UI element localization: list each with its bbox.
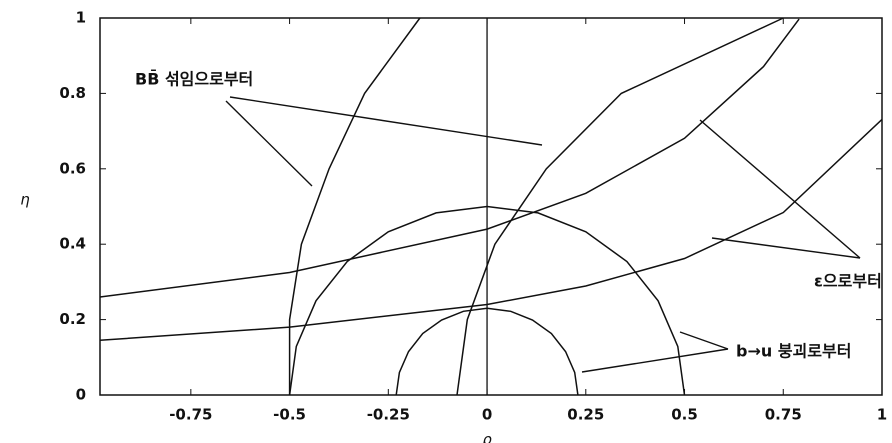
curve bbox=[456, 17, 784, 396]
y-axis-label: η bbox=[20, 191, 30, 209]
x-tick-label: 1 bbox=[877, 406, 887, 424]
y-tick-label: 0.4 bbox=[59, 235, 86, 253]
x-tick-label: -0.25 bbox=[367, 406, 410, 424]
annotation: b→u 붕괴로부터 bbox=[736, 342, 851, 361]
y-tick-label: 0.6 bbox=[59, 159, 86, 177]
pointer bbox=[699, 119, 861, 259]
pointer bbox=[679, 331, 729, 350]
curve bbox=[288, 17, 421, 395]
y-tick-label: 1 bbox=[76, 9, 86, 27]
y-tick-label: 0 bbox=[76, 386, 86, 404]
curve bbox=[99, 18, 800, 298]
pointer bbox=[225, 100, 313, 187]
pointers bbox=[225, 96, 861, 373]
pointer bbox=[711, 237, 861, 259]
x-tick-label: 0.5 bbox=[671, 406, 698, 424]
x-tick-label: 0.75 bbox=[765, 406, 802, 424]
x-tick-label: -0.5 bbox=[273, 406, 306, 424]
pointer bbox=[229, 96, 543, 146]
annotation: ε으로부터 bbox=[814, 272, 882, 291]
x-tick-label: 0 bbox=[482, 406, 492, 424]
pointer bbox=[581, 348, 729, 373]
x-tick-label: 0.25 bbox=[567, 406, 604, 424]
curve bbox=[395, 307, 579, 396]
x-axis-label: ρ bbox=[482, 431, 492, 443]
y-tick-label: 0.8 bbox=[59, 84, 86, 102]
plot-frame bbox=[99, 17, 883, 396]
y-tick-label: 0.2 bbox=[59, 310, 86, 328]
curve bbox=[288, 205, 686, 396]
curve bbox=[99, 118, 883, 342]
x-tick-label: -0.75 bbox=[169, 406, 212, 424]
annotation: BB̄ 섞임으로부터 bbox=[135, 69, 253, 89]
